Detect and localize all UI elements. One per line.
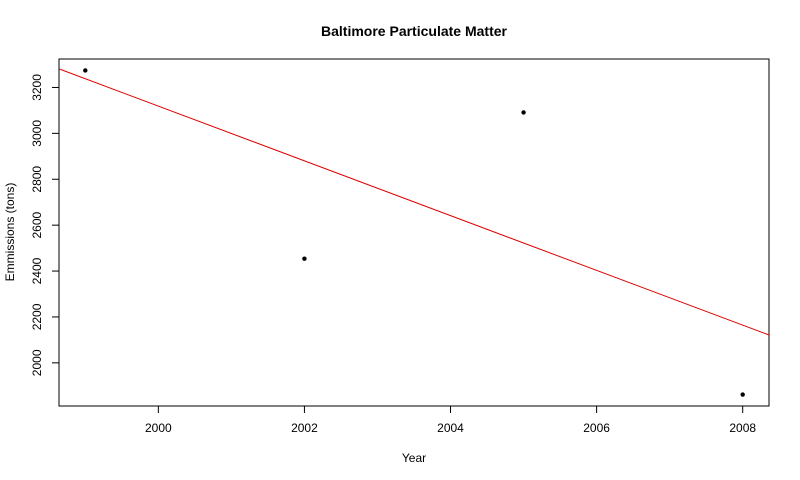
y-axis-label: Emmissions (tons) [3, 183, 17, 282]
plot-frame [58, 58, 770, 407]
x-tick-label: 2008 [729, 421, 756, 435]
y-tick-label: 2800 [30, 166, 44, 193]
trend-line [58, 68, 770, 336]
data-point [740, 392, 745, 397]
x-tick-label: 2000 [145, 421, 172, 435]
data-point [302, 256, 307, 261]
x-tick-label: 2002 [291, 421, 318, 435]
data-point [521, 110, 526, 115]
chart-title: Baltimore Particulate Matter [321, 23, 507, 39]
x-tick-label: 2006 [583, 421, 610, 435]
y-tick-label: 2000 [30, 349, 44, 376]
y-tick-label: 3200 [30, 74, 44, 101]
data-point [83, 68, 88, 73]
y-tick-label: 2400 [30, 257, 44, 284]
x-axis: 2000 2002 2004 2006 2008 [145, 406, 756, 435]
y-tick-label: 2600 [30, 211, 44, 238]
y-tick-label: 3000 [30, 120, 44, 147]
y-tick-label: 2200 [30, 303, 44, 330]
x-tick-label: 2004 [437, 421, 464, 435]
y-axis: 2000 2200 2400 2600 2800 3000 3200 [30, 74, 59, 376]
x-axis-label: Year [402, 451, 426, 465]
data-points [83, 68, 745, 397]
